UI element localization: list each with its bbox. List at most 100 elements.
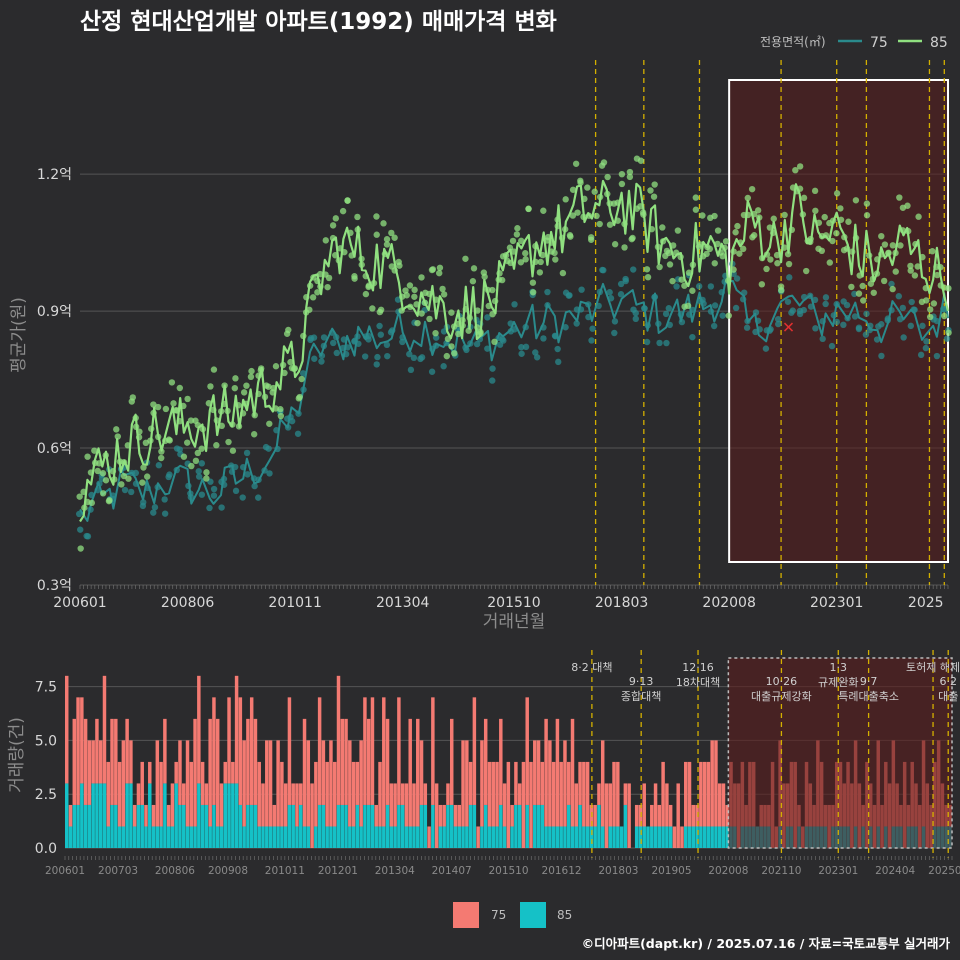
volume-bar-85 [563, 826, 567, 848]
price-point-85 [892, 268, 899, 275]
volume-bar-75 [265, 740, 269, 827]
volume-bar-85 [355, 804, 360, 848]
price-point-85 [628, 235, 635, 243]
volume-bar-75 [608, 783, 612, 827]
volume-bar-85 [582, 826, 586, 848]
policy-annotation-label: 대출규제강화 [751, 690, 812, 703]
price-point-85 [522, 256, 529, 263]
volume-bar-75 [453, 804, 458, 827]
volume-bar-75 [182, 783, 186, 805]
price-point-85 [287, 358, 294, 366]
volume-bar-85 [253, 804, 258, 848]
volume-bar-85 [616, 826, 620, 848]
price-point-85 [567, 233, 574, 240]
price-point-85 [569, 186, 577, 193]
price-point-75 [922, 344, 930, 352]
price-point-75 [522, 343, 530, 351]
volume-bar-85 [687, 826, 692, 848]
volume-bar-85 [238, 804, 243, 848]
volume-bar-85 [661, 826, 665, 848]
volume-bar-75 [385, 718, 390, 805]
price-point-85 [203, 475, 210, 482]
price-point-85 [929, 248, 936, 255]
volume-bar-85 [412, 826, 416, 848]
volume-bar-75 [487, 761, 492, 827]
volume-bar-75 [393, 783, 397, 827]
volume-bar-75 [148, 761, 152, 784]
volume-bar-75 [525, 697, 529, 805]
volume-bar-75 [563, 740, 567, 827]
volume-bar-75 [249, 697, 254, 805]
volume-y-tick-label: 2.5 [35, 787, 57, 803]
price-point-75 [489, 377, 496, 384]
volume-bar-85 [95, 783, 99, 848]
price-point-85 [102, 477, 110, 484]
price-point-85 [650, 193, 658, 200]
price-point-85 [184, 395, 191, 403]
volume-bar-75 [653, 783, 658, 827]
volume-bar-75 [310, 783, 314, 848]
volume-bar-75 [378, 761, 382, 827]
price-point-85 [699, 212, 706, 219]
volume-bar-85 [665, 826, 669, 848]
price-point-85 [587, 236, 595, 243]
price-point-75 [743, 324, 751, 331]
volume-bar-75 [344, 718, 348, 805]
price-point-85 [734, 222, 741, 230]
volume-bar-85 [714, 826, 718, 848]
price-point-75 [863, 310, 870, 317]
price-point-85 [706, 245, 714, 253]
volume-bar-75 [567, 761, 571, 805]
price-point-75 [573, 320, 580, 327]
volume-bar-75 [329, 740, 333, 827]
volume-bar-75 [585, 761, 590, 827]
price-point-75 [578, 286, 585, 293]
price-point-75 [500, 337, 507, 344]
volume-bar-75 [110, 718, 114, 805]
volume-bar-85 [721, 826, 726, 848]
price-point-75 [418, 354, 426, 361]
price-panel: 0.3억 0.6억 0.9억 1.2억 200601 200806 201011 201304… [37, 60, 952, 611]
legend-title: 전용면적(㎡) [760, 35, 826, 49]
price-point-85 [144, 473, 151, 480]
price-point-75 [288, 417, 296, 425]
price-point-85 [692, 194, 700, 201]
price-point-85 [669, 277, 676, 285]
price-point-85 [540, 207, 547, 214]
price-point-85 [125, 475, 132, 482]
volume-bar-85 [249, 804, 254, 848]
price-point-85 [406, 282, 414, 289]
price-point-75 [711, 302, 719, 309]
price-point-75 [310, 334, 318, 341]
volume-bar-75 [155, 740, 160, 827]
price-point-75 [251, 482, 258, 490]
price-point-85 [914, 263, 921, 270]
volume-bar-75 [502, 783, 507, 827]
price-point-85 [88, 499, 96, 507]
volume-bar-85 [461, 826, 465, 848]
volume-bar-85 [242, 826, 246, 848]
price-point-85 [915, 213, 922, 220]
volume-bar-75 [650, 804, 654, 827]
price-point-85 [593, 212, 600, 220]
price-point-85 [187, 417, 195, 424]
price-point-85 [489, 286, 496, 294]
price-point-75 [923, 338, 930, 345]
volume-x-tick-label: 201803 [598, 865, 638, 877]
volume-bar-75 [551, 761, 556, 827]
chart-title: 산정 현대산업개발 아파트(1992) 매매가격 변화 [80, 9, 557, 35]
volume-bar-85 [276, 826, 280, 848]
volume-bar-85 [457, 826, 462, 848]
volume-bar-75 [491, 761, 495, 827]
volume-bar-85 [83, 804, 88, 848]
volume-bar-75 [468, 761, 473, 805]
price-point-85 [829, 237, 836, 245]
volume-bar-75 [231, 761, 235, 784]
price-point-85 [395, 258, 402, 266]
price-point-85 [455, 330, 462, 338]
price-point-85 [572, 160, 580, 167]
price-point-85 [522, 250, 529, 257]
price-point-85 [926, 313, 934, 321]
volume-bar-75 [419, 740, 424, 805]
price-point-85 [852, 197, 860, 204]
